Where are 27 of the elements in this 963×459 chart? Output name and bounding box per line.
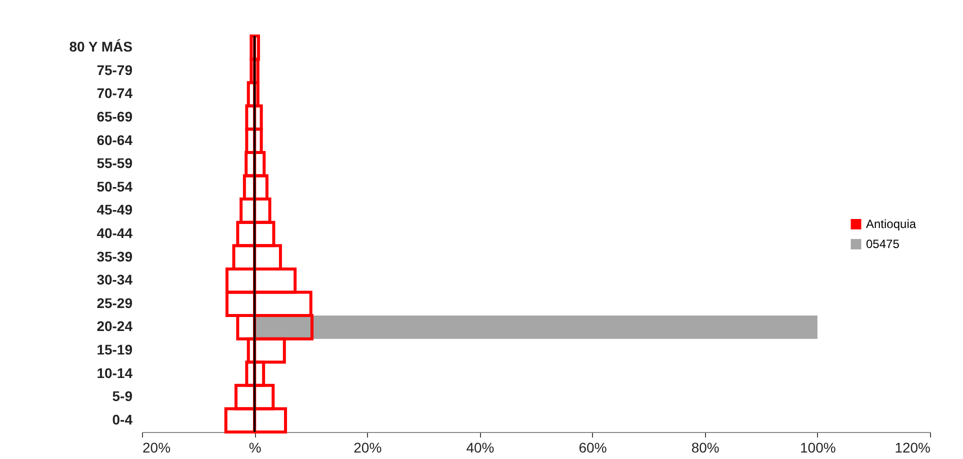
y-tick-label: 45-49 <box>96 202 133 218</box>
x-tick-label: % <box>248 440 262 456</box>
y-tick-label: 35-39 <box>96 248 133 264</box>
y-tick-label: 5-9 <box>112 388 133 404</box>
legend-label: Antioquia <box>866 217 916 232</box>
legend-label: 05475 <box>866 237 900 252</box>
y-tick-label: 70-74 <box>96 85 133 102</box>
y-tick-label: 15-19 <box>96 341 133 358</box>
y-tick-label: 75-79 <box>96 62 133 78</box>
y-tick-label: 20-24 <box>96 318 133 334</box>
y-tick-label: 40-44 <box>96 225 133 241</box>
y-tick-label: 50-54 <box>96 178 133 194</box>
x-tick-label: 120% <box>894 440 930 456</box>
x-tick-label: 100% <box>800 440 836 456</box>
x-tick-label: 80% <box>691 440 720 456</box>
x-tick-label: 20% <box>142 440 171 456</box>
y-tick-label: 10-14 <box>96 364 133 381</box>
y-tick-label: 0-4 <box>112 411 133 428</box>
x-tick-label: 60% <box>578 440 607 456</box>
y-tick-label: 60-64 <box>96 132 133 148</box>
y-tick-label: 55-59 <box>96 155 133 172</box>
y-tick-label: 25-29 <box>96 294 133 311</box>
y-tick-label: 65-69 <box>96 108 133 125</box>
x-tick-label: 20% <box>354 440 382 456</box>
x-tick-label: 40% <box>466 440 494 456</box>
y-tick-label: 30-34 <box>96 272 133 288</box>
y-tick-label: 80 Y MÁS <box>69 38 132 55</box>
